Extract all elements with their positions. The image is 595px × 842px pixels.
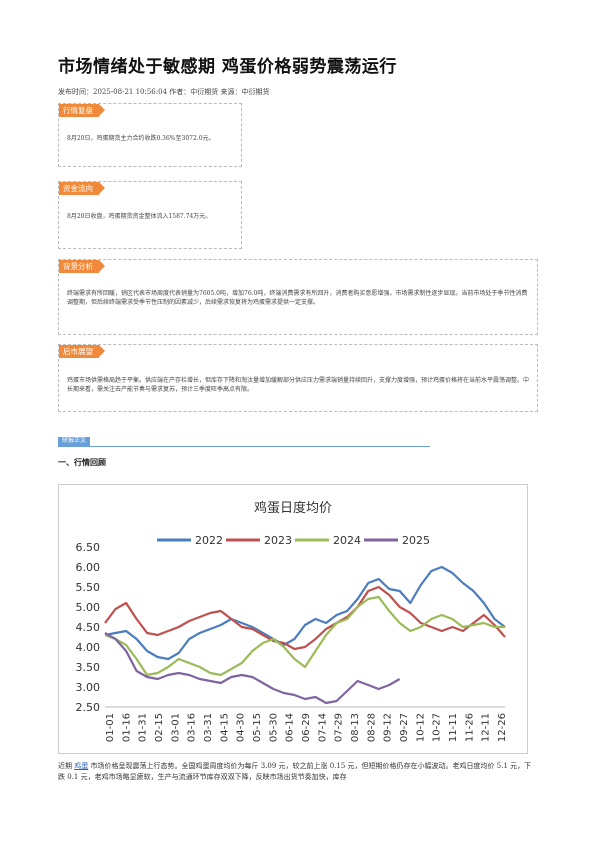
x-tick-label: 12-11 (481, 713, 492, 742)
x-tick-label: 11-11 (448, 713, 459, 742)
y-tick-label: 5.50 (76, 581, 101, 594)
x-tick-label: 06-14 (285, 713, 296, 742)
box-text: 8月20日收盘，鸡蛋期货资金整体流入1587.74万元。 (67, 213, 212, 220)
x-tick-label: 01-31 (138, 713, 149, 742)
chart-svg: 鸡蛋日度均价 2022 2023 2024 2025 6.50 6.00 5.50 5.00 4.… (76, 500, 509, 742)
tag-outlook: 后市展望 (59, 345, 105, 358)
x-tick-label: 03-01 (170, 713, 181, 742)
box-text: 8月20日，鸡蛋期货主力合约收跌0.36%至3072.0元。 (67, 135, 215, 142)
x-tick-label: 12-26 (497, 713, 508, 742)
legend-label: 2022 (195, 534, 223, 547)
x-tick-label: 01-16 (121, 713, 132, 742)
x-tick-label: 02-15 (154, 713, 165, 742)
x-tick-label: 01-01 (105, 713, 116, 742)
x-tick-label: 05-15 (252, 713, 263, 742)
x-tick-label: 08-28 (366, 713, 377, 742)
x-tick-label: 06-29 (301, 713, 312, 742)
egg-price-chart: 鸡蛋日度均价 2022 2023 2024 2025 6.50 6.00 5.50 5.00 4.… (58, 484, 528, 754)
x-tick-label: 04-30 (236, 713, 247, 742)
box-background-analysis: 背景分析 终端需求有所回暖，销区代表市场周度代表销量为7605.0吨，增加76.… (58, 259, 538, 335)
x-tick-label: 04-15 (219, 713, 230, 742)
series-line-2025 (104, 632, 401, 705)
box-text: 鸡蛋市场供需格局趋于平衡。供应端在产存栏增长，但库存下降和淘汰量增加缓解部分供应… (67, 377, 530, 393)
y-tick-label: 4.00 (76, 641, 101, 654)
y-tick-label: 3.00 (76, 681, 101, 694)
box-outlook: 后市展望 鸡蛋市场供需格局趋于平衡。供应端在产存栏增长，但库存下降和淘汰量增加缓… (58, 344, 538, 412)
section-heading: 一、行情回顾 (58, 457, 106, 467)
legend-label: 2025 (402, 534, 430, 547)
x-tick-label: 07-29 (334, 713, 345, 742)
section-bar: 研报正文 (58, 437, 430, 447)
series-line-2024 (104, 595, 505, 677)
x-tick-label: 03-16 (187, 713, 198, 742)
para-text: 市场价格呈现震荡上行态势。全国鸡蛋周度均价为每斤 3.09 元，较之前上涨 0.… (58, 762, 532, 781)
section-tag: 研报正文 (58, 437, 91, 446)
x-tick-label: 03-31 (203, 713, 214, 742)
body-paragraph: 近期 鸡蛋 市场价格呈现震荡上行态势。全国鸡蛋周度均价为每斤 3.09 元，较之… (58, 761, 532, 783)
box-capital-flow: 资金流向 8月20日收盘，鸡蛋期货资金整体流入1587.74万元。 (58, 181, 242, 249)
x-tick-label: 11-26 (464, 713, 475, 742)
tag-capital-flow: 资金流向 (59, 182, 105, 195)
series-line-2022 (104, 565, 506, 661)
legend-label: 2024 (333, 534, 361, 547)
y-tick-label: 5.00 (76, 601, 101, 614)
series-line-2023 (104, 585, 506, 651)
x-tick-label: 10-27 (432, 713, 443, 742)
x-tick-label: 08-13 (350, 713, 361, 742)
para-lead: 近期 (58, 762, 72, 770)
box-market-review: 行情复盘 8月20日，鸡蛋期货主力合约收跌0.36%至3072.0元。 (58, 103, 242, 167)
chart-title: 鸡蛋日度均价 (254, 500, 332, 516)
y-tick-label: 2.50 (76, 701, 101, 714)
box-text: 终端需求有所回暖，销区代表市场周度代表销量为7605.0吨，增加76.0吨，终端… (67, 290, 528, 306)
y-tick-label: 6.50 (76, 541, 101, 554)
legend-label: 2023 (264, 534, 292, 547)
x-tick-label: 09-12 (383, 713, 394, 742)
x-tick-label: 07-14 (317, 713, 328, 742)
article-title: 市场情绪处于敏感期 鸡蛋价格弱势震荡运行 (58, 57, 397, 77)
y-tick-label: 3.50 (76, 661, 101, 674)
article-meta: 发布时间：2025-08-21 10:56:04 作者：中衍期货 来源：中衍期货 (58, 88, 270, 96)
x-tick-label: 10-12 (415, 713, 426, 742)
x-tick-label: 05-30 (268, 713, 279, 742)
tag-market-review: 行情复盘 (59, 104, 105, 117)
y-tick-label: 6.00 (76, 561, 101, 574)
tag-background-analysis: 背景分析 (59, 260, 105, 273)
y-tick-label: 4.50 (76, 621, 101, 634)
egg-link[interactable]: 鸡蛋 (74, 762, 89, 770)
x-tick-label: 09-27 (399, 713, 410, 742)
